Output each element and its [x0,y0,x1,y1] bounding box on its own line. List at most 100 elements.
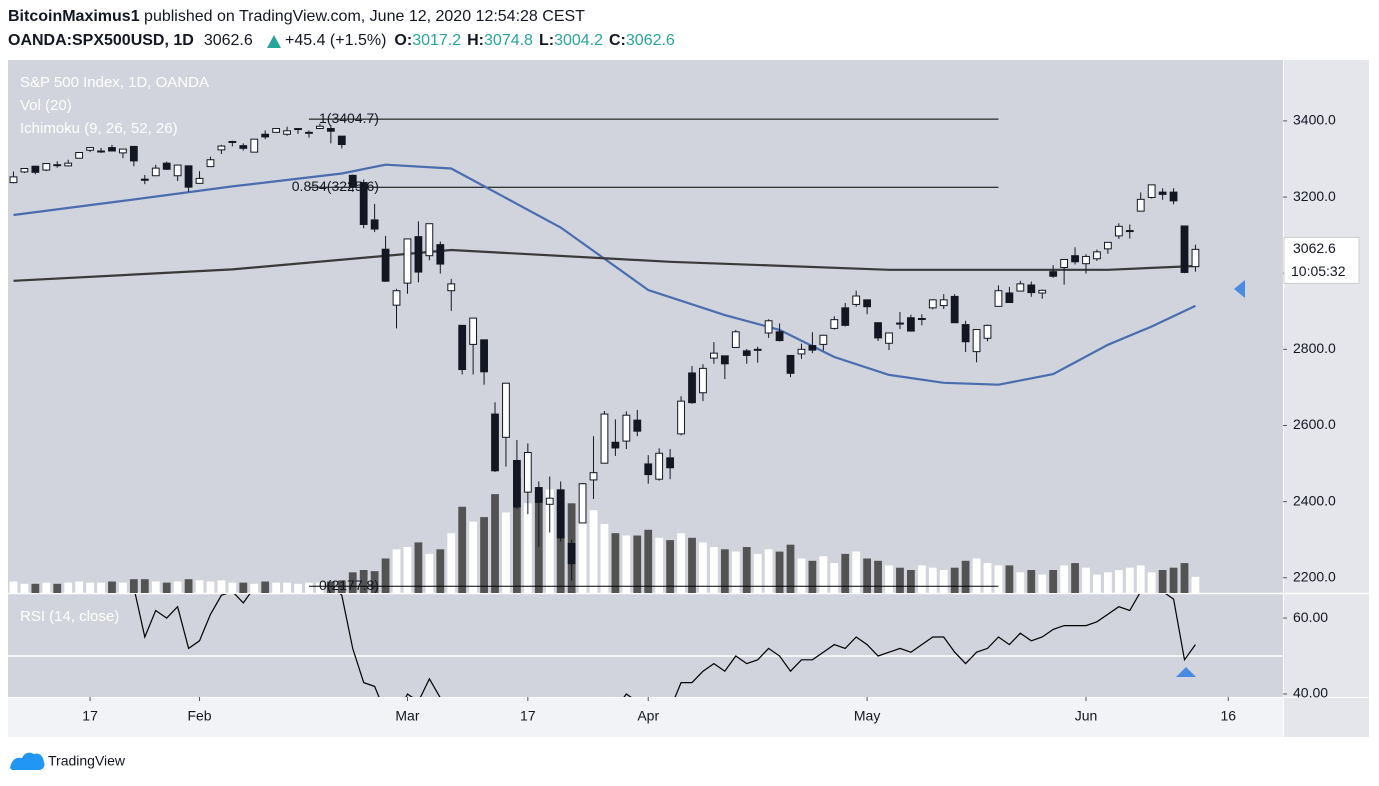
logo: TradingView [10,752,126,770]
candle-body [1093,251,1101,260]
volume-bar [1180,563,1189,593]
moving-average [13,248,1196,282]
candle-body [808,345,817,351]
volume-bar [830,563,839,593]
volume-bar [917,565,926,593]
volume-bar [742,547,751,593]
candle-body [1158,191,1167,195]
volume-bar [939,570,948,593]
volume-bar [633,535,642,593]
candle-body [337,135,346,146]
moving-average [13,163,1196,386]
candle-body [534,487,543,503]
volume-bar [1147,572,1156,593]
candle-body [86,147,94,151]
volume-bar [699,542,707,593]
volume-bar [75,581,84,593]
last-price: 3062.6 [1293,240,1336,256]
candle-body [316,125,324,130]
candle-body [1038,289,1047,294]
volume-bar [786,544,795,593]
ohlc-label: C: [609,32,626,49]
candle-body [950,295,959,324]
last-price-box [1283,236,1360,284]
candle-body [195,177,204,184]
volume-bar [370,571,379,593]
candle-body [305,131,313,134]
fib-label: 1(3404.7) [319,110,379,126]
candle-body [140,178,149,181]
volume-bar [655,537,664,593]
up-arrow [267,35,281,48]
volume-bar [972,558,981,593]
volume-bar [272,582,281,593]
candle-body [841,307,850,326]
candle-body [928,299,937,309]
candle-body [228,140,237,143]
candle-body [250,138,259,153]
candle-body [600,413,609,464]
volume-bar [261,581,270,593]
volume-bar [983,563,992,593]
volume-bar [20,583,29,593]
volume-bar [294,583,302,593]
candle-body [20,168,29,173]
candle-body [1071,255,1079,263]
candle-body [688,372,696,404]
rsi-label: RSI (14, close) [20,608,119,625]
x-tick-label: 17 [520,708,536,724]
volume-bar [184,579,193,593]
x-tick-label: May [854,708,880,724]
price-axis-bg [1283,60,1369,737]
candle-body [907,317,915,332]
candle-body [162,162,171,170]
countdown: 10:05:32 [1291,263,1346,279]
candle-body [513,460,521,508]
volume-bar [97,582,105,593]
candle-body [633,419,642,432]
candle-body [1147,184,1156,198]
x-tick-label: Mar [395,708,419,724]
candle-body [1125,230,1134,233]
volume-bar [1191,576,1200,593]
candle-body [392,290,401,306]
candle-body [1049,271,1058,277]
candle-body [1136,198,1145,212]
candle-body [151,167,160,177]
volume-bar [1005,565,1014,593]
candle-body [677,400,685,435]
candle-body [863,299,872,308]
volume-bar [1060,565,1069,593]
volume-bar [710,547,718,593]
candle-body [1191,248,1200,268]
candle-body [1169,191,1178,202]
volume-bar [119,582,127,593]
volume-bar [1169,567,1178,593]
candle-body [1027,284,1036,294]
candle-body [239,145,248,149]
candle-body [272,128,281,133]
volume-bar [950,567,959,593]
volume-bar [436,549,445,593]
y-tick-label: 2200.0 [1293,568,1336,584]
volume-bar [1038,574,1047,593]
volume-bar [283,582,291,593]
volume-bar [86,582,94,593]
candle-body [786,354,795,374]
footer-brand: TradingView [48,753,126,769]
candle-body [97,150,105,153]
candle-body [939,299,948,307]
volume-bar [42,582,51,593]
candle-body [381,248,390,282]
volume-bar [480,517,488,593]
volume-bar [961,560,970,593]
candle-body [1104,241,1112,250]
volume-bar [720,549,729,593]
volume-bar [239,582,248,593]
candle-body [699,367,707,394]
volume-bar [31,583,40,593]
candle-body [622,414,631,442]
volume-bar [1125,567,1134,593]
candle-body [436,244,445,265]
